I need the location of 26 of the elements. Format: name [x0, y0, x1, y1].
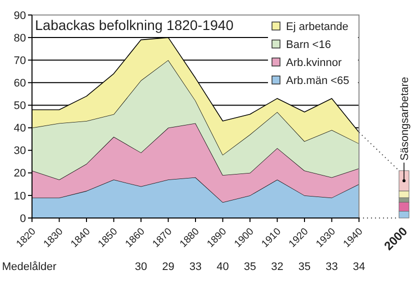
text: 33 [326, 261, 338, 273]
legend-label: Barn <16 [286, 39, 331, 51]
y-tick-label: 50 [14, 100, 26, 112]
y-tick-label: 0 [20, 212, 26, 225]
y-tick-label: 60 [14, 78, 26, 90]
text: Säsongsarbetare [399, 76, 411, 161]
y-tick-label: 10 [14, 190, 26, 202]
y-tick-label: 70 [14, 54, 26, 67]
legend-label: Arb.män <65 [286, 75, 350, 87]
text: 32 [271, 261, 284, 273]
y-tick-label: 20 [14, 168, 26, 180]
legend-label: Ej arbetande [286, 21, 348, 33]
y-tick-label: 90 [14, 10, 26, 22]
chart-title: Labackas befolkning 1820-1940 [35, 17, 234, 33]
text: 34 [352, 261, 366, 273]
legend-label: Arb.kvinnor [286, 57, 342, 69]
y-tick-label: 30 [14, 145, 26, 158]
text: 29 [162, 261, 174, 273]
y-tick-label: 40 [14, 122, 26, 135]
text: 35 [298, 261, 311, 273]
y-tick-label: 80 [14, 32, 26, 44]
text: 30 [134, 261, 148, 273]
text: 33 [189, 261, 202, 273]
text: 35 [244, 261, 256, 273]
text: Medelålder [2, 261, 57, 273]
text: 40 [216, 261, 229, 273]
